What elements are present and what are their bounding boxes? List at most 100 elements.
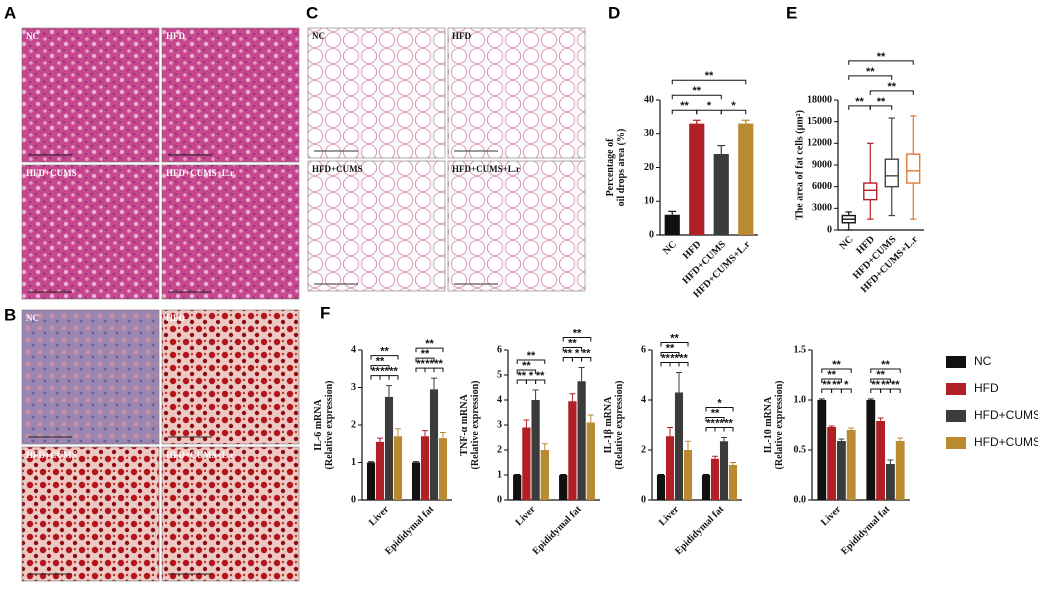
box: [906, 153, 921, 184]
image-label: HFD+CUMS+L.r: [166, 450, 234, 460]
significance-bracket: [516, 369, 537, 374]
panel-letter: F: [320, 303, 330, 322]
micrograph: [21, 446, 160, 582]
image-label: HFD+CUMS: [26, 168, 77, 178]
x-tick-label: Epididymal fat: [839, 503, 893, 557]
bar: [540, 450, 549, 500]
significance-bracket: [840, 388, 852, 393]
y-tick-label: 4: [497, 394, 502, 405]
y-axis-label: (Relative expression): [774, 381, 785, 470]
legend-label: NC: [974, 354, 992, 368]
image-label: HFD: [166, 313, 185, 323]
significance-label: **: [573, 327, 582, 339]
significance-bracket: [660, 342, 689, 347]
image-label: HFD+CUMS: [312, 164, 363, 174]
image-label: NC: [26, 31, 39, 41]
bar: [701, 475, 711, 500]
y-tick-label: 4: [351, 344, 356, 355]
bar: [522, 427, 531, 500]
box: [863, 182, 878, 201]
bar: [827, 427, 837, 500]
bar: [719, 441, 729, 500]
bar: [366, 462, 376, 500]
significance-label: **: [527, 350, 536, 362]
bar: [710, 458, 720, 500]
bar: [738, 123, 754, 235]
significance-label: **: [425, 338, 434, 350]
x-tick-label: Liver: [819, 504, 844, 529]
y-tick-label: 0.5: [794, 444, 807, 455]
significance-label: **: [881, 379, 890, 391]
significance-label: **: [877, 96, 886, 108]
y-tick-label: 6: [497, 344, 502, 355]
micrograph: [447, 27, 586, 159]
y-tick-label: 5: [497, 369, 502, 380]
panel-letter: E: [786, 3, 797, 22]
y-tick-label: 4: [641, 394, 646, 405]
bar: [568, 401, 577, 500]
y-tick-label: 0: [641, 494, 646, 505]
significance-label: **: [670, 332, 679, 344]
image-label: HFD: [452, 31, 471, 41]
bar: [674, 392, 684, 500]
significance-bracket: [671, 109, 698, 115]
significance-bracket: [562, 347, 583, 352]
x-tick-label: Liver: [513, 504, 538, 529]
significance-label: **: [711, 407, 720, 419]
bar: [429, 389, 439, 500]
significance-bracket: [562, 337, 592, 342]
legend-swatch: [946, 410, 966, 422]
significance-label: **: [832, 359, 841, 371]
significance-label: **: [876, 369, 885, 381]
y-tick-label: 0: [827, 224, 832, 235]
y-tick-label: 18000: [807, 94, 832, 105]
image-label: NC: [312, 31, 325, 41]
significance-label: **: [380, 346, 389, 358]
bar: [876, 421, 886, 500]
y-tick-label: 1: [497, 469, 502, 480]
significance-label: **: [376, 356, 385, 368]
bar: [420, 436, 430, 500]
significance-bracket: [848, 60, 914, 65]
micrograph: [307, 160, 446, 292]
bar: [559, 475, 568, 500]
micrograph: [21, 164, 160, 300]
panel-letter: C: [306, 3, 318, 22]
y-axis-label: Percentage of: [605, 138, 616, 197]
micrograph: [447, 160, 586, 292]
image-label: HFD+CUMS+L.r: [166, 168, 234, 178]
significance-label: **: [724, 417, 733, 429]
significance-label: **: [679, 352, 688, 364]
significance-label: *: [529, 370, 534, 382]
significance-label: **: [866, 66, 875, 78]
significance-bracket: [660, 352, 680, 357]
bar: [846, 430, 856, 500]
significance-label: **: [855, 96, 864, 108]
legend-swatch: [946, 437, 966, 449]
legend-label: HFD+CUMS+L.r: [974, 435, 1038, 449]
box: [884, 158, 899, 188]
legend-swatch: [946, 356, 966, 368]
y-tick-label: 3: [497, 419, 502, 430]
panel-letter: B: [4, 305, 16, 324]
bar: [836, 441, 846, 500]
significance-label: **: [389, 366, 398, 378]
y-tick-label: 1.0: [794, 394, 807, 405]
significance-bracket: [370, 365, 390, 370]
y-tick-label: 15000: [807, 116, 832, 127]
significance-bracket: [723, 427, 734, 432]
significance-bracket: [870, 368, 901, 373]
significance-label: **: [891, 379, 900, 391]
y-tick-label: 6: [641, 344, 646, 355]
significance-label: **: [666, 342, 675, 354]
micrograph: [21, 27, 160, 163]
significance-bracket: [535, 379, 546, 384]
significance-bracket: [705, 407, 734, 412]
significance-label: **: [705, 70, 714, 82]
bar: [817, 400, 827, 500]
y-tick-label: 12000: [807, 138, 832, 149]
bar: [665, 436, 675, 500]
x-tick-label: Epididymal fat: [673, 503, 727, 557]
bar: [895, 441, 905, 500]
significance-label: **: [670, 352, 679, 364]
